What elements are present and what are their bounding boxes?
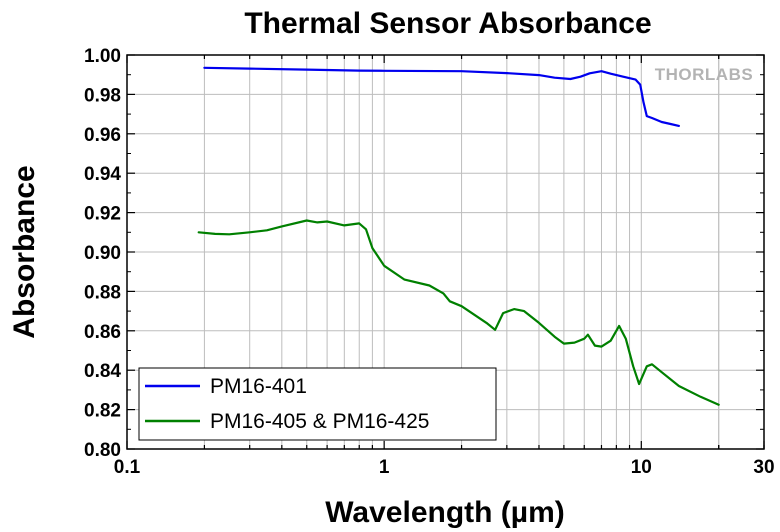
y-tick-label: 0.94 <box>84 164 121 185</box>
series-line-pm16-405-425 <box>197 219 720 406</box>
legend-box <box>138 367 497 441</box>
series-lines <box>197 66 720 406</box>
y-tick-label: 0.82 <box>84 401 121 422</box>
y-tick-label: 0.98 <box>84 85 121 106</box>
x-tick-label: 1 <box>379 457 390 478</box>
x-tick-labels: 0.1 1 10 30 <box>114 457 775 478</box>
legend: PM16-401 PM16-405 & PM16-425 <box>138 367 497 441</box>
y-tick-label: 0.90 <box>84 243 121 264</box>
x-tick-label: 0.1 <box>114 457 141 478</box>
legend-label-pm16-405-425: PM16-405 & PM16-425 <box>210 410 429 433</box>
y-tick-labels: 0.80 0.82 0.84 0.86 0.88 0.90 0.92 0.94 0.96 0.98… <box>84 46 121 461</box>
axis-ticks <box>126 54 765 450</box>
chart-title: Thermal Sensor Absorbance <box>244 7 651 40</box>
thorlabs-watermark: THORLABS <box>655 65 753 84</box>
y-tick-label: 1.00 <box>84 46 121 67</box>
y-tick-label: 0.84 <box>84 361 121 382</box>
x-axis-label: Wavelength (µm) <box>325 496 565 529</box>
legend-label-pm16-401: PM16-401 <box>210 375 307 398</box>
y-axis-label: Absorbance <box>8 165 41 338</box>
y-tick-label: 0.80 <box>84 440 121 461</box>
y-tick-label: 0.88 <box>84 282 121 303</box>
series-line-pm16-401 <box>203 66 680 127</box>
y-tick-label: 0.96 <box>84 125 121 146</box>
y-tick-label: 0.86 <box>84 322 121 343</box>
x-tick-label: 10 <box>631 457 652 478</box>
y-tick-label: 0.92 <box>84 204 121 225</box>
x-tick-label: 30 <box>753 457 774 478</box>
